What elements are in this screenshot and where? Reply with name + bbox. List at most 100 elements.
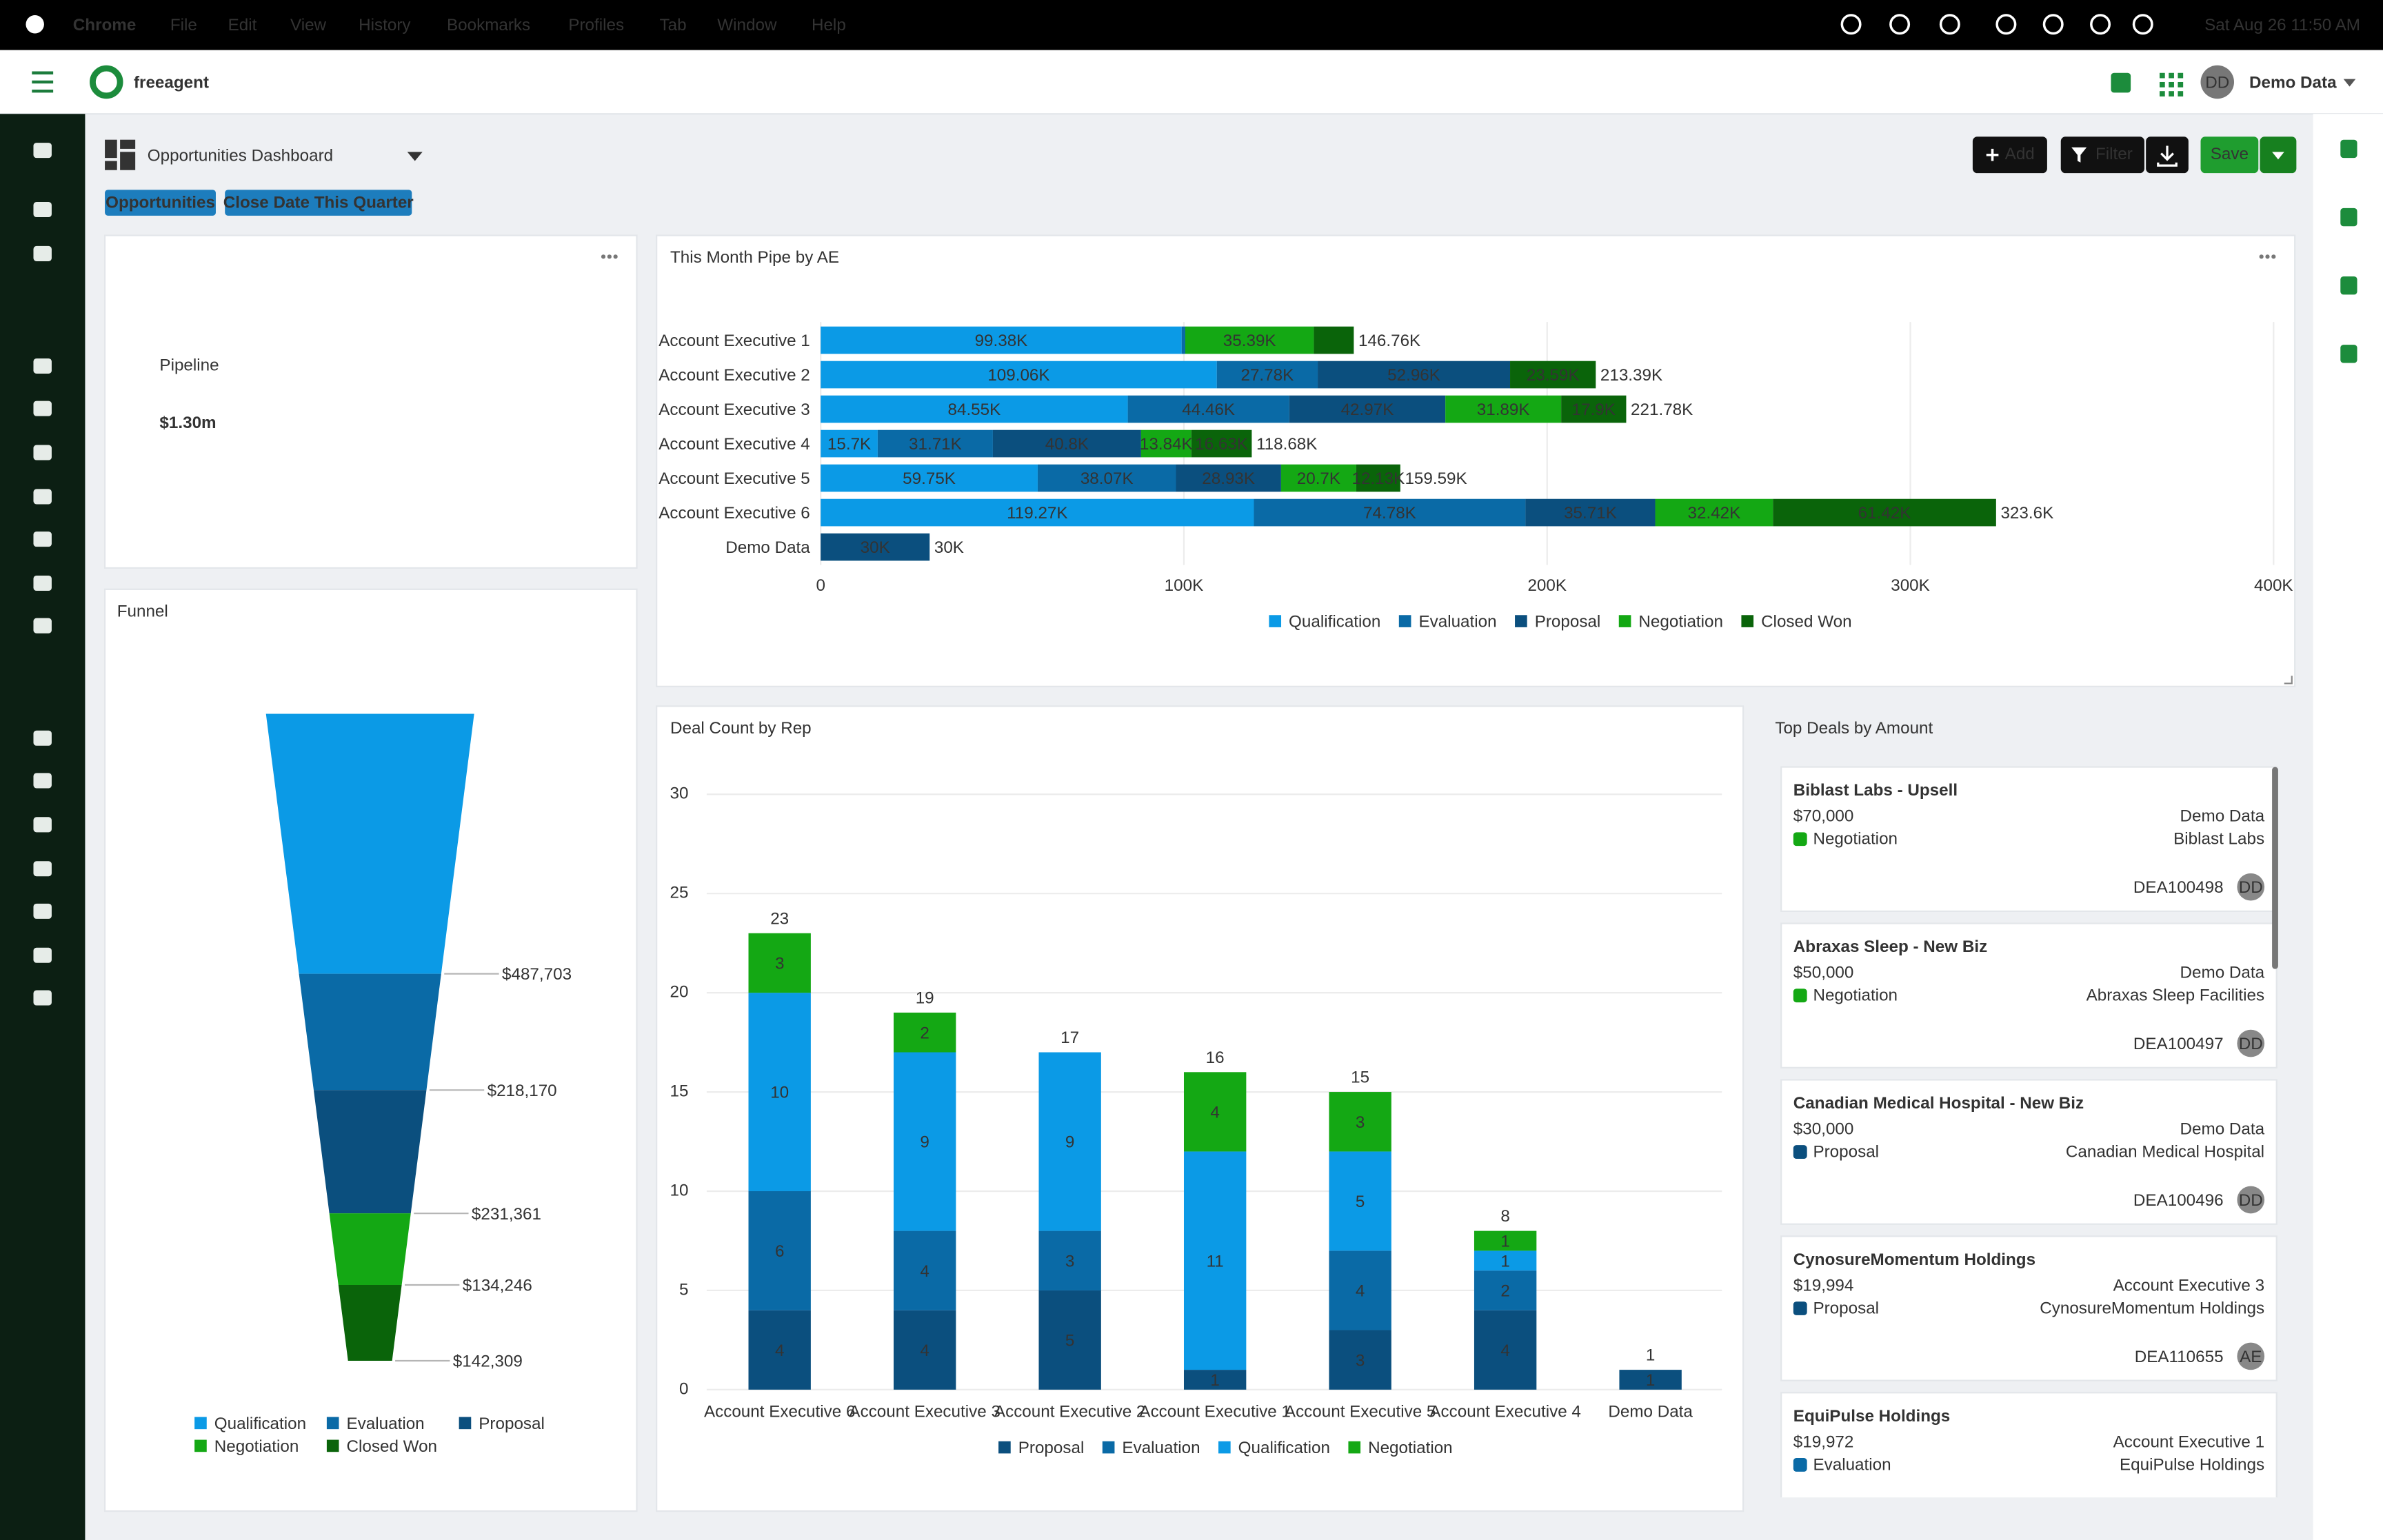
user-name[interactable]: Demo Data — [2249, 74, 2337, 92]
status-icon[interactable] — [1939, 14, 1960, 35]
apps-dot[interactable] — [2169, 81, 2174, 88]
apps-dot[interactable] — [2160, 72, 2165, 79]
button[interactable] — [2060, 136, 2144, 174]
nav-icon[interactable] — [33, 730, 52, 746]
status-icon[interactable] — [2090, 14, 2111, 35]
more-dot[interactable] — [613, 254, 618, 259]
logo-mark[interactable] — [90, 65, 123, 99]
nav-icon[interactable] — [33, 531, 52, 547]
deal-name[interactable]: Biblast Labs - Upsell — [1793, 781, 1958, 800]
avatar[interactable] — [2200, 65, 2234, 99]
apps-dot[interactable] — [2160, 81, 2165, 88]
nav-icon[interactable] — [33, 489, 52, 505]
filter-chip[interactable] — [105, 190, 216, 216]
status-icon[interactable] — [2132, 14, 2153, 35]
apps-dot[interactable] — [2178, 72, 2184, 79]
apple-icon[interactable] — [26, 15, 44, 34]
nav-icon[interactable] — [33, 202, 52, 218]
menu-item[interactable]: Edit — [228, 16, 257, 34]
side-icon[interactable] — [2340, 276, 2357, 295]
status-icon[interactable] — [1995, 14, 2017, 35]
deal-owner[interactable]: Demo Data — [2180, 1120, 2265, 1139]
nav-icon[interactable] — [33, 401, 52, 416]
nav-icon[interactable] — [33, 575, 52, 591]
menu-item[interactable]: Tab — [660, 16, 687, 34]
deal-name[interactable]: CynosureMomentum Holdings — [1793, 1250, 2035, 1269]
status-icon[interactable] — [1840, 14, 1862, 35]
dashboard-title[interactable]: Opportunities Dashboard — [148, 146, 333, 165]
button-label[interactable]: Filter — [2095, 145, 2133, 163]
filter-chip-label[interactable]: Close Date This Quarter — [223, 194, 414, 212]
status-icon[interactable] — [1889, 14, 1911, 35]
deal-card[interactable] — [1780, 1392, 2278, 1537]
deal-owner[interactable]: Demo Data — [2180, 807, 2265, 826]
menu-item[interactable]: Bookmarks — [447, 16, 530, 34]
apps-dot[interactable] — [2169, 91, 2174, 97]
bar-segment — [821, 395, 1128, 423]
apps-dot[interactable] — [2169, 72, 2174, 79]
nav-icon[interactable] — [33, 947, 52, 963]
side-icon[interactable] — [2340, 345, 2357, 363]
deal-name[interactable]: Abraxas Sleep - New Biz — [1793, 938, 1987, 956]
nav-icon[interactable] — [33, 618, 52, 634]
side-icon[interactable] — [2340, 207, 2357, 227]
status-icon[interactable] — [2042, 14, 2064, 35]
nav-icon[interactable] — [33, 358, 52, 374]
deal-owner[interactable]: Account Executive 1 — [2113, 1432, 2264, 1451]
filter-chip-label[interactable]: Opportunities — [105, 194, 215, 212]
nav-icon[interactable] — [33, 445, 52, 460]
deal-stage: Proposal — [1813, 1143, 1879, 1162]
user-caret[interactable] — [2343, 79, 2356, 87]
menu-item[interactable]: Window — [717, 16, 777, 34]
deal-name[interactable]: Canadian Medical Hospital - New Biz — [1793, 1094, 2084, 1113]
nav-icon[interactable] — [33, 990, 52, 1006]
deal-card[interactable] — [1780, 922, 2278, 1068]
deal-account[interactable]: Abraxas Sleep Facilities — [2087, 986, 2265, 1005]
deal-account[interactable]: Biblast Labs — [2173, 830, 2264, 849]
menu-item[interactable]: Help — [812, 16, 846, 34]
data-label: 44.46K — [1182, 401, 1235, 419]
title-caret[interactable] — [407, 152, 423, 161]
button-label[interactable]: Save — [2211, 145, 2249, 163]
scrollbar[interactable] — [2272, 767, 2278, 969]
app-name[interactable]: Chrome — [73, 16, 137, 34]
deal-owner[interactable]: Account Executive 3 — [2113, 1276, 2264, 1295]
deal-card[interactable] — [1780, 766, 2278, 912]
button[interactable] — [1972, 136, 2047, 174]
apps-dot[interactable] — [2178, 91, 2184, 97]
nav-icon[interactable] — [33, 817, 52, 833]
filter-chip[interactable] — [225, 190, 412, 216]
menu-item[interactable]: History — [359, 16, 411, 34]
nav-icon[interactable] — [33, 861, 52, 877]
menu-item[interactable]: File — [170, 16, 197, 34]
nav-icon[interactable] — [33, 245, 52, 261]
menu-item[interactable]: Profiles — [568, 16, 624, 34]
more-dot[interactable] — [607, 254, 612, 259]
logo-text[interactable]: freeagent — [134, 74, 209, 92]
data-label: 4 — [920, 1262, 929, 1281]
data-label: 30K — [861, 538, 890, 557]
deal-card[interactable] — [1780, 1079, 2278, 1225]
deal-name[interactable]: EquiPulse Holdings — [1793, 1407, 1950, 1426]
deal-card[interactable] — [1780, 1235, 2278, 1381]
more-dot[interactable] — [601, 254, 606, 259]
side-icon[interactable] — [2340, 139, 2357, 159]
apps-dot[interactable] — [2160, 91, 2165, 97]
apps-dot[interactable] — [2178, 81, 2184, 88]
deal-account[interactable]: EquiPulse Holdings — [2120, 1455, 2264, 1474]
nav-icon[interactable] — [33, 903, 52, 919]
deal-account[interactable]: Canadian Medical Hospital — [2066, 1143, 2264, 1162]
deal-account[interactable]: CynosureMomentum Holdings — [2040, 1299, 2264, 1318]
deal-owner[interactable]: Demo Data — [2180, 964, 2265, 982]
more-dot[interactable] — [2265, 254, 2270, 259]
nav-icon[interactable] — [33, 773, 52, 789]
button[interactable] — [2200, 136, 2259, 174]
nav-icon[interactable] — [33, 143, 52, 159]
more-dot[interactable] — [2259, 254, 2264, 259]
bar-segment — [992, 429, 1141, 458]
button-label[interactable]: Add — [2005, 145, 2035, 163]
menu-item[interactable]: View — [290, 16, 327, 34]
menu-icon[interactable] — [32, 71, 54, 93]
more-dot[interactable] — [2271, 254, 2276, 259]
calendar-icon[interactable] — [2111, 72, 2131, 93]
